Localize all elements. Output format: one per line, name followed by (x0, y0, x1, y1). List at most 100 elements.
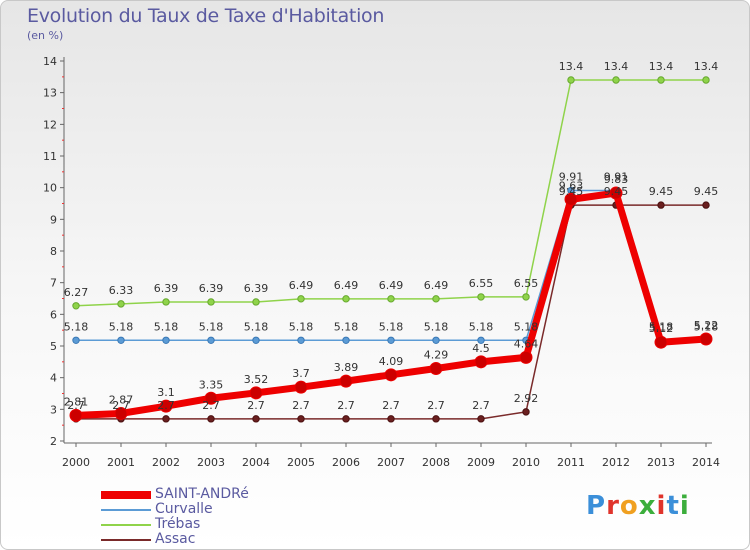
legend-item-assac: Assac (101, 532, 249, 547)
data-point (252, 415, 260, 423)
data-point (432, 295, 440, 303)
x-tick-label: 2008 (422, 456, 450, 469)
data-label: 3.89 (334, 361, 359, 374)
data-point (252, 336, 260, 344)
data-label: 9.45 (604, 185, 629, 198)
data-point (162, 298, 170, 306)
data-point (702, 201, 710, 209)
data-label: 3.35 (199, 378, 224, 391)
data-point (384, 368, 398, 382)
data-label: 2.7 (382, 399, 400, 412)
data-point (654, 335, 668, 349)
data-point (207, 298, 215, 306)
logo-letter: i (656, 491, 667, 521)
x-tick-label: 2010 (512, 456, 540, 469)
y-tick-label: 9 (50, 213, 57, 226)
data-point (69, 408, 83, 422)
y-tick-label: 10 (43, 182, 57, 195)
data-point (72, 336, 80, 344)
data-label: 6.49 (379, 279, 404, 292)
data-label: 9.83 (604, 173, 629, 186)
data-label: 5.18 (64, 320, 89, 333)
legend-item-tr-bas: Trébas (101, 517, 249, 532)
x-tick-label: 2003 (197, 456, 225, 469)
data-label: 6.39 (154, 282, 179, 295)
x-tick-label: 2007 (377, 456, 405, 469)
data-label: 4.5 (472, 342, 490, 355)
series-layer (69, 76, 713, 423)
data-label: 2.7 (67, 399, 85, 412)
series-line-curvalle (75, 189, 707, 342)
data-point (207, 415, 215, 423)
data-label: 2.92 (514, 392, 539, 405)
data-label: 6.55 (469, 277, 494, 290)
series-tr-bas (72, 76, 710, 310)
series-line-saint-andr (72, 189, 710, 419)
x-tick-label: 2005 (287, 456, 315, 469)
data-label: 2.7 (157, 399, 175, 412)
chart-axes: 2 3 4 5 6 7 8 9 10 11 12 13 14 2000 2001 2002 2003 2004 20… (43, 55, 720, 469)
logo-letter: o (619, 491, 639, 521)
x-tick-label: 2001 (107, 456, 135, 469)
data-point (432, 336, 440, 344)
x-tick-label: 2014 (692, 456, 720, 469)
y-tick-label: 8 (50, 245, 57, 258)
data-point (564, 192, 578, 206)
x-tick-label: 2004 (242, 456, 270, 469)
data-label: 6.49 (289, 279, 314, 292)
data-label: 5.18 (199, 320, 224, 333)
data-point (297, 415, 305, 423)
logo-letter: t (666, 491, 680, 521)
data-label: 6.49 (424, 279, 449, 292)
data-point (342, 336, 350, 344)
y-tick-label: 5 (50, 340, 57, 353)
data-label: 3.52 (244, 373, 269, 386)
data-point (612, 76, 620, 84)
data-label: 4.09 (379, 355, 404, 368)
data-point (297, 336, 305, 344)
logo-letter: i (679, 491, 690, 521)
data-point (477, 293, 485, 301)
data-label: 6.39 (244, 282, 269, 295)
data-point (342, 415, 350, 423)
data-label: 2.7 (472, 399, 490, 412)
data-label: 5.18 (244, 320, 269, 333)
logo-letter: r (606, 491, 620, 521)
data-label: 5.22 (694, 319, 719, 332)
data-point (477, 336, 485, 344)
data-point (522, 293, 530, 301)
data-label: 4.29 (424, 348, 449, 361)
data-point (699, 332, 713, 346)
data-point (204, 391, 218, 405)
legend-swatch (101, 523, 151, 526)
data-label: 2.81 (64, 395, 89, 408)
legend-item-curvalle: Curvalle (101, 502, 249, 517)
logo-letter: x (638, 491, 657, 521)
data-point (387, 295, 395, 303)
x-tick-label: 2012 (602, 456, 630, 469)
x-tick-label: 2000 (62, 456, 90, 469)
data-point (387, 336, 395, 344)
chart-subtitle: (en %) (27, 29, 64, 42)
data-label: 13.4 (694, 60, 719, 73)
data-label: 9.45 (694, 185, 719, 198)
legend: SAINT-ANDRé Curvalle Trébas Assac (101, 487, 249, 547)
data-label: 2.7 (247, 399, 265, 412)
data-label: 5.18 (334, 320, 359, 333)
data-point (159, 399, 173, 413)
data-label: 5.18 (514, 320, 539, 333)
chart-title: Evolution du Taux de Taxe d'Habitation (27, 5, 385, 27)
data-label: 5.12 (649, 322, 674, 335)
proxiti-logo: Proxiti (586, 491, 690, 521)
legend-label: Curvalle (155, 501, 213, 517)
data-point (519, 350, 533, 364)
data-label: 2.7 (337, 399, 355, 412)
data-point (474, 355, 488, 369)
data-label: 6.27 (64, 286, 89, 299)
data-point (342, 295, 350, 303)
data-label: 2.7 (112, 399, 130, 412)
y-tick-label: 3 (50, 403, 57, 416)
data-label: 2.7 (202, 399, 220, 412)
data-label: 5.18 (694, 320, 719, 333)
